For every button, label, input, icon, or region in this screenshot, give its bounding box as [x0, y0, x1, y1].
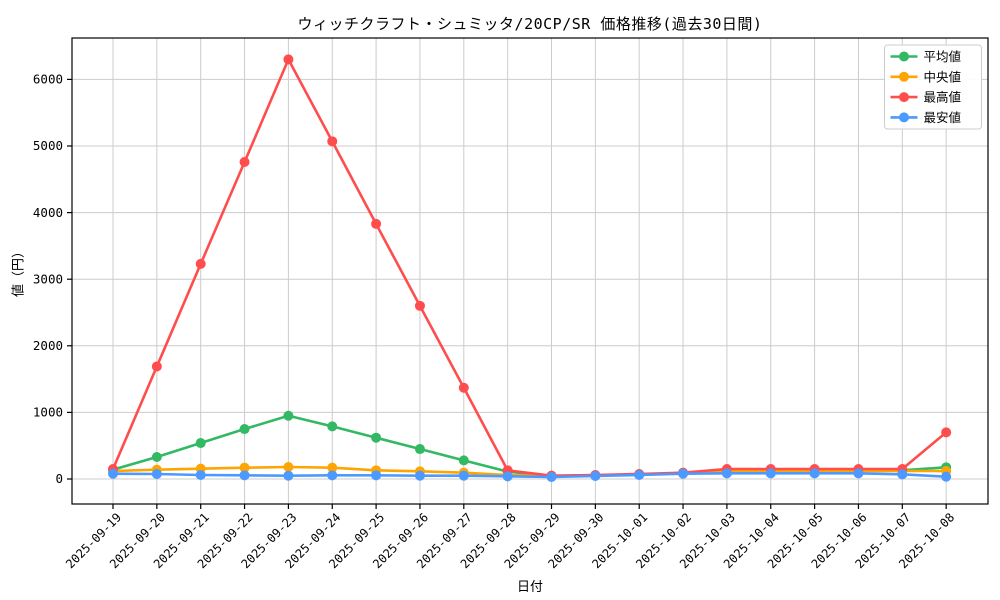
data-point-min	[853, 468, 864, 479]
data-point-median	[327, 462, 338, 473]
data-point-min	[765, 468, 776, 479]
data-point-min	[371, 470, 382, 481]
x-axis-label: 日付	[516, 580, 543, 595]
legend-marker-icon	[899, 51, 909, 62]
data-point-min	[239, 470, 250, 481]
series-line-min	[111, 472, 948, 479]
data-point-min	[502, 471, 513, 482]
grid	[72, 38, 988, 504]
plot-border	[71, 37, 989, 505]
data-point-min	[678, 468, 689, 479]
data-point-min	[897, 469, 908, 480]
y-tick-label: 5000	[33, 138, 63, 153]
legend-label: 中央値	[924, 69, 962, 84]
data-point-max	[458, 382, 469, 393]
data-point-max	[195, 258, 206, 269]
y-tick-label: 6000	[33, 72, 63, 87]
series-line-max	[111, 58, 948, 477]
y-tick-label: 1000	[33, 405, 63, 420]
data-point-median	[239, 462, 250, 473]
data-point-average	[151, 452, 162, 463]
data-point-max	[414, 300, 425, 311]
legend-marker-icon	[899, 112, 909, 123]
data-point-average	[195, 438, 206, 449]
chart-title: ウィッチクラフト・シュミッタ/20CP/SR 価格推移(過去30日間)	[297, 15, 763, 33]
data-point-min	[151, 469, 162, 480]
legend-item-average: 平均値	[890, 49, 962, 64]
data-point-min	[809, 468, 820, 479]
data-point-min	[458, 470, 469, 481]
data-point-min	[546, 472, 557, 483]
series-group	[108, 54, 952, 483]
data-point-average	[327, 421, 338, 432]
legend-item-max: 最高値	[890, 90, 962, 105]
data-point-min	[327, 470, 338, 481]
data-point-min	[108, 468, 118, 479]
legend-marker-icon	[899, 92, 909, 103]
data-point-max	[151, 361, 162, 372]
data-point-max	[239, 156, 250, 167]
data-point-min	[283, 470, 294, 481]
legend-marker-icon	[899, 71, 909, 82]
legend-label: 最安値	[924, 110, 962, 125]
y-tick-label: 4000	[33, 205, 63, 220]
data-point-average	[283, 410, 294, 421]
y-tick-label: 3000	[33, 271, 63, 286]
data-point-max	[327, 136, 338, 147]
data-point-min	[590, 471, 601, 482]
legend-label: 平均値	[924, 49, 962, 64]
legend-item-min: 最安値	[890, 110, 962, 125]
legend-box	[884, 44, 982, 130]
data-point-average	[414, 444, 425, 455]
data-point-max	[941, 427, 952, 438]
data-point-median	[283, 462, 294, 473]
data-point-min	[414, 470, 425, 481]
data-point-min	[634, 470, 645, 481]
y-tick-label: 2000	[33, 338, 63, 353]
legend-label: 最高値	[924, 90, 962, 105]
data-point-average	[458, 455, 469, 466]
data-point-min	[721, 468, 732, 479]
data-point-min	[195, 470, 206, 481]
data-point-average	[239, 424, 250, 435]
y-tick-label: 0	[55, 471, 63, 486]
data-point-max	[371, 218, 382, 229]
data-point-average	[371, 432, 382, 443]
data-point-max	[283, 54, 294, 65]
axes: 01000200030004000500060002025-09-192025-…	[33, 37, 989, 571]
legend-item-median: 中央値	[890, 69, 962, 84]
data-point-min	[941, 471, 952, 482]
